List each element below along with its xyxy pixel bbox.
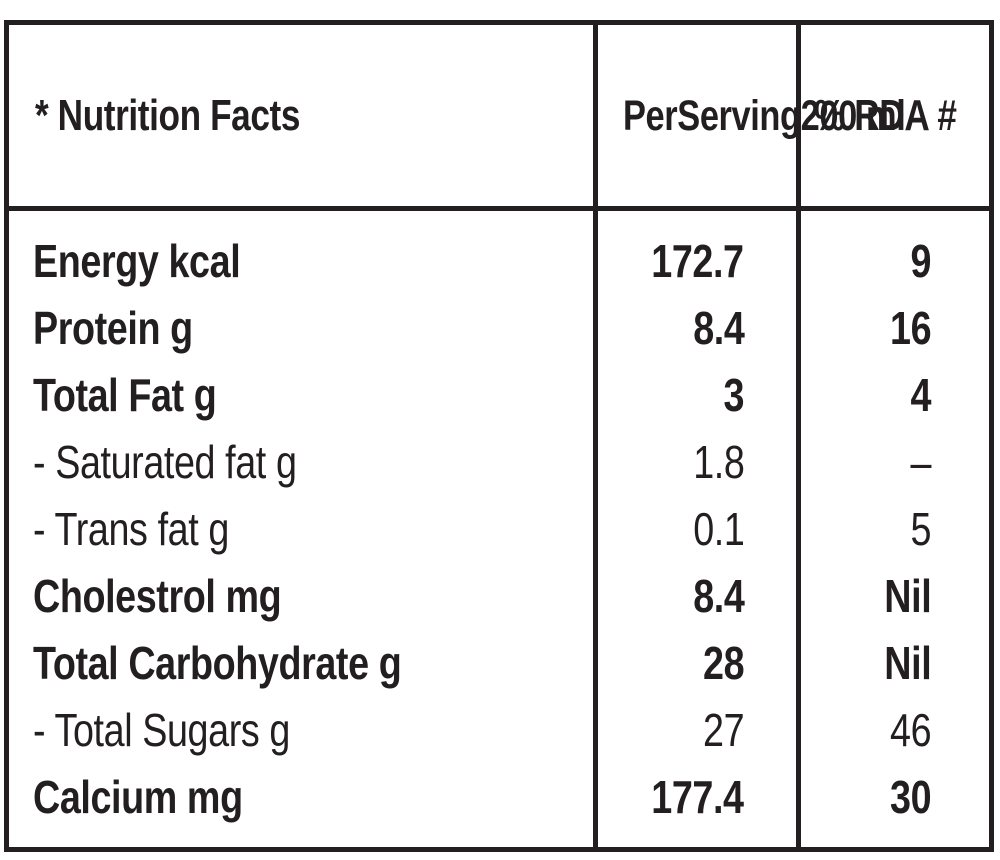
table-row: Cholestrol mg 8.4 Nil (9, 563, 989, 630)
per-serving-heading-line: Serving (677, 91, 801, 140)
rda-value: 16 (889, 302, 932, 354)
nutrient-name: Energy kcal (33, 235, 241, 287)
rda-value: 5 (910, 503, 931, 555)
per-serving-heading-line: Per (623, 91, 678, 140)
table-row: - Total Sugars g 27 46 (9, 697, 989, 764)
nutrient-name: - Trans fat g (33, 503, 229, 555)
nutrient-name: - Total Sugars g (33, 704, 290, 756)
per-serving-value: 1.8 (692, 436, 745, 488)
table-row: Energy kcal 172.7 9 (9, 228, 989, 295)
nutrition-facts-table: * Nutrition Facts Per Serving 200 ml % R… (4, 20, 994, 852)
column-divider (593, 25, 598, 847)
column-divider (796, 25, 801, 847)
nutrient-name: Calcium mg (33, 771, 243, 823)
rda-value: 4 (910, 369, 931, 421)
rda-value: Nil (884, 637, 931, 689)
table-row: Total Fat g 3 4 (9, 362, 989, 429)
rda-value: – (910, 436, 931, 488)
rda-value: Nil (884, 570, 931, 622)
per-serving-value: 0.1 (692, 503, 745, 555)
table-row: Calcium mg 177.4 30 (9, 764, 989, 831)
per-serving-value: 8.4 (692, 302, 745, 354)
per-serving-value: 177.4 (651, 771, 745, 823)
nutrient-name: Total Carbohydrate g (33, 637, 402, 689)
table-row: - Saturated fat g 1.8 – (9, 429, 989, 496)
table-row: Total Carbohydrate g 28 Nil (9, 630, 989, 697)
nutrient-name: Cholestrol mg (33, 570, 282, 622)
per-serving-value: 8.4 (692, 570, 745, 622)
rda-heading: % RDA # (814, 90, 957, 140)
nutrient-name: Total Fat g (33, 369, 217, 421)
rda-value: 30 (889, 771, 932, 823)
table-row: Protein g 8.4 16 (9, 295, 989, 362)
nutrient-name: Protein g (33, 302, 193, 354)
per-serving-value: 3 (723, 369, 744, 421)
header-divider (9, 206, 989, 211)
per-serving-heading-line: 200 ml (800, 91, 906, 140)
per-serving-heading: Per Serving 200 ml (623, 25, 906, 206)
nutrient-name: - Saturated fat g (33, 436, 297, 488)
rda-value: 46 (889, 704, 932, 756)
per-serving-value: 28 (702, 637, 745, 689)
table-row: - Trans fat g 0.1 5 (9, 496, 989, 563)
rda-value: 9 (910, 235, 931, 287)
nutrition-facts-heading: * Nutrition Facts (35, 90, 301, 140)
per-serving-value: 172.7 (651, 235, 745, 287)
per-serving-value: 27 (702, 704, 745, 756)
